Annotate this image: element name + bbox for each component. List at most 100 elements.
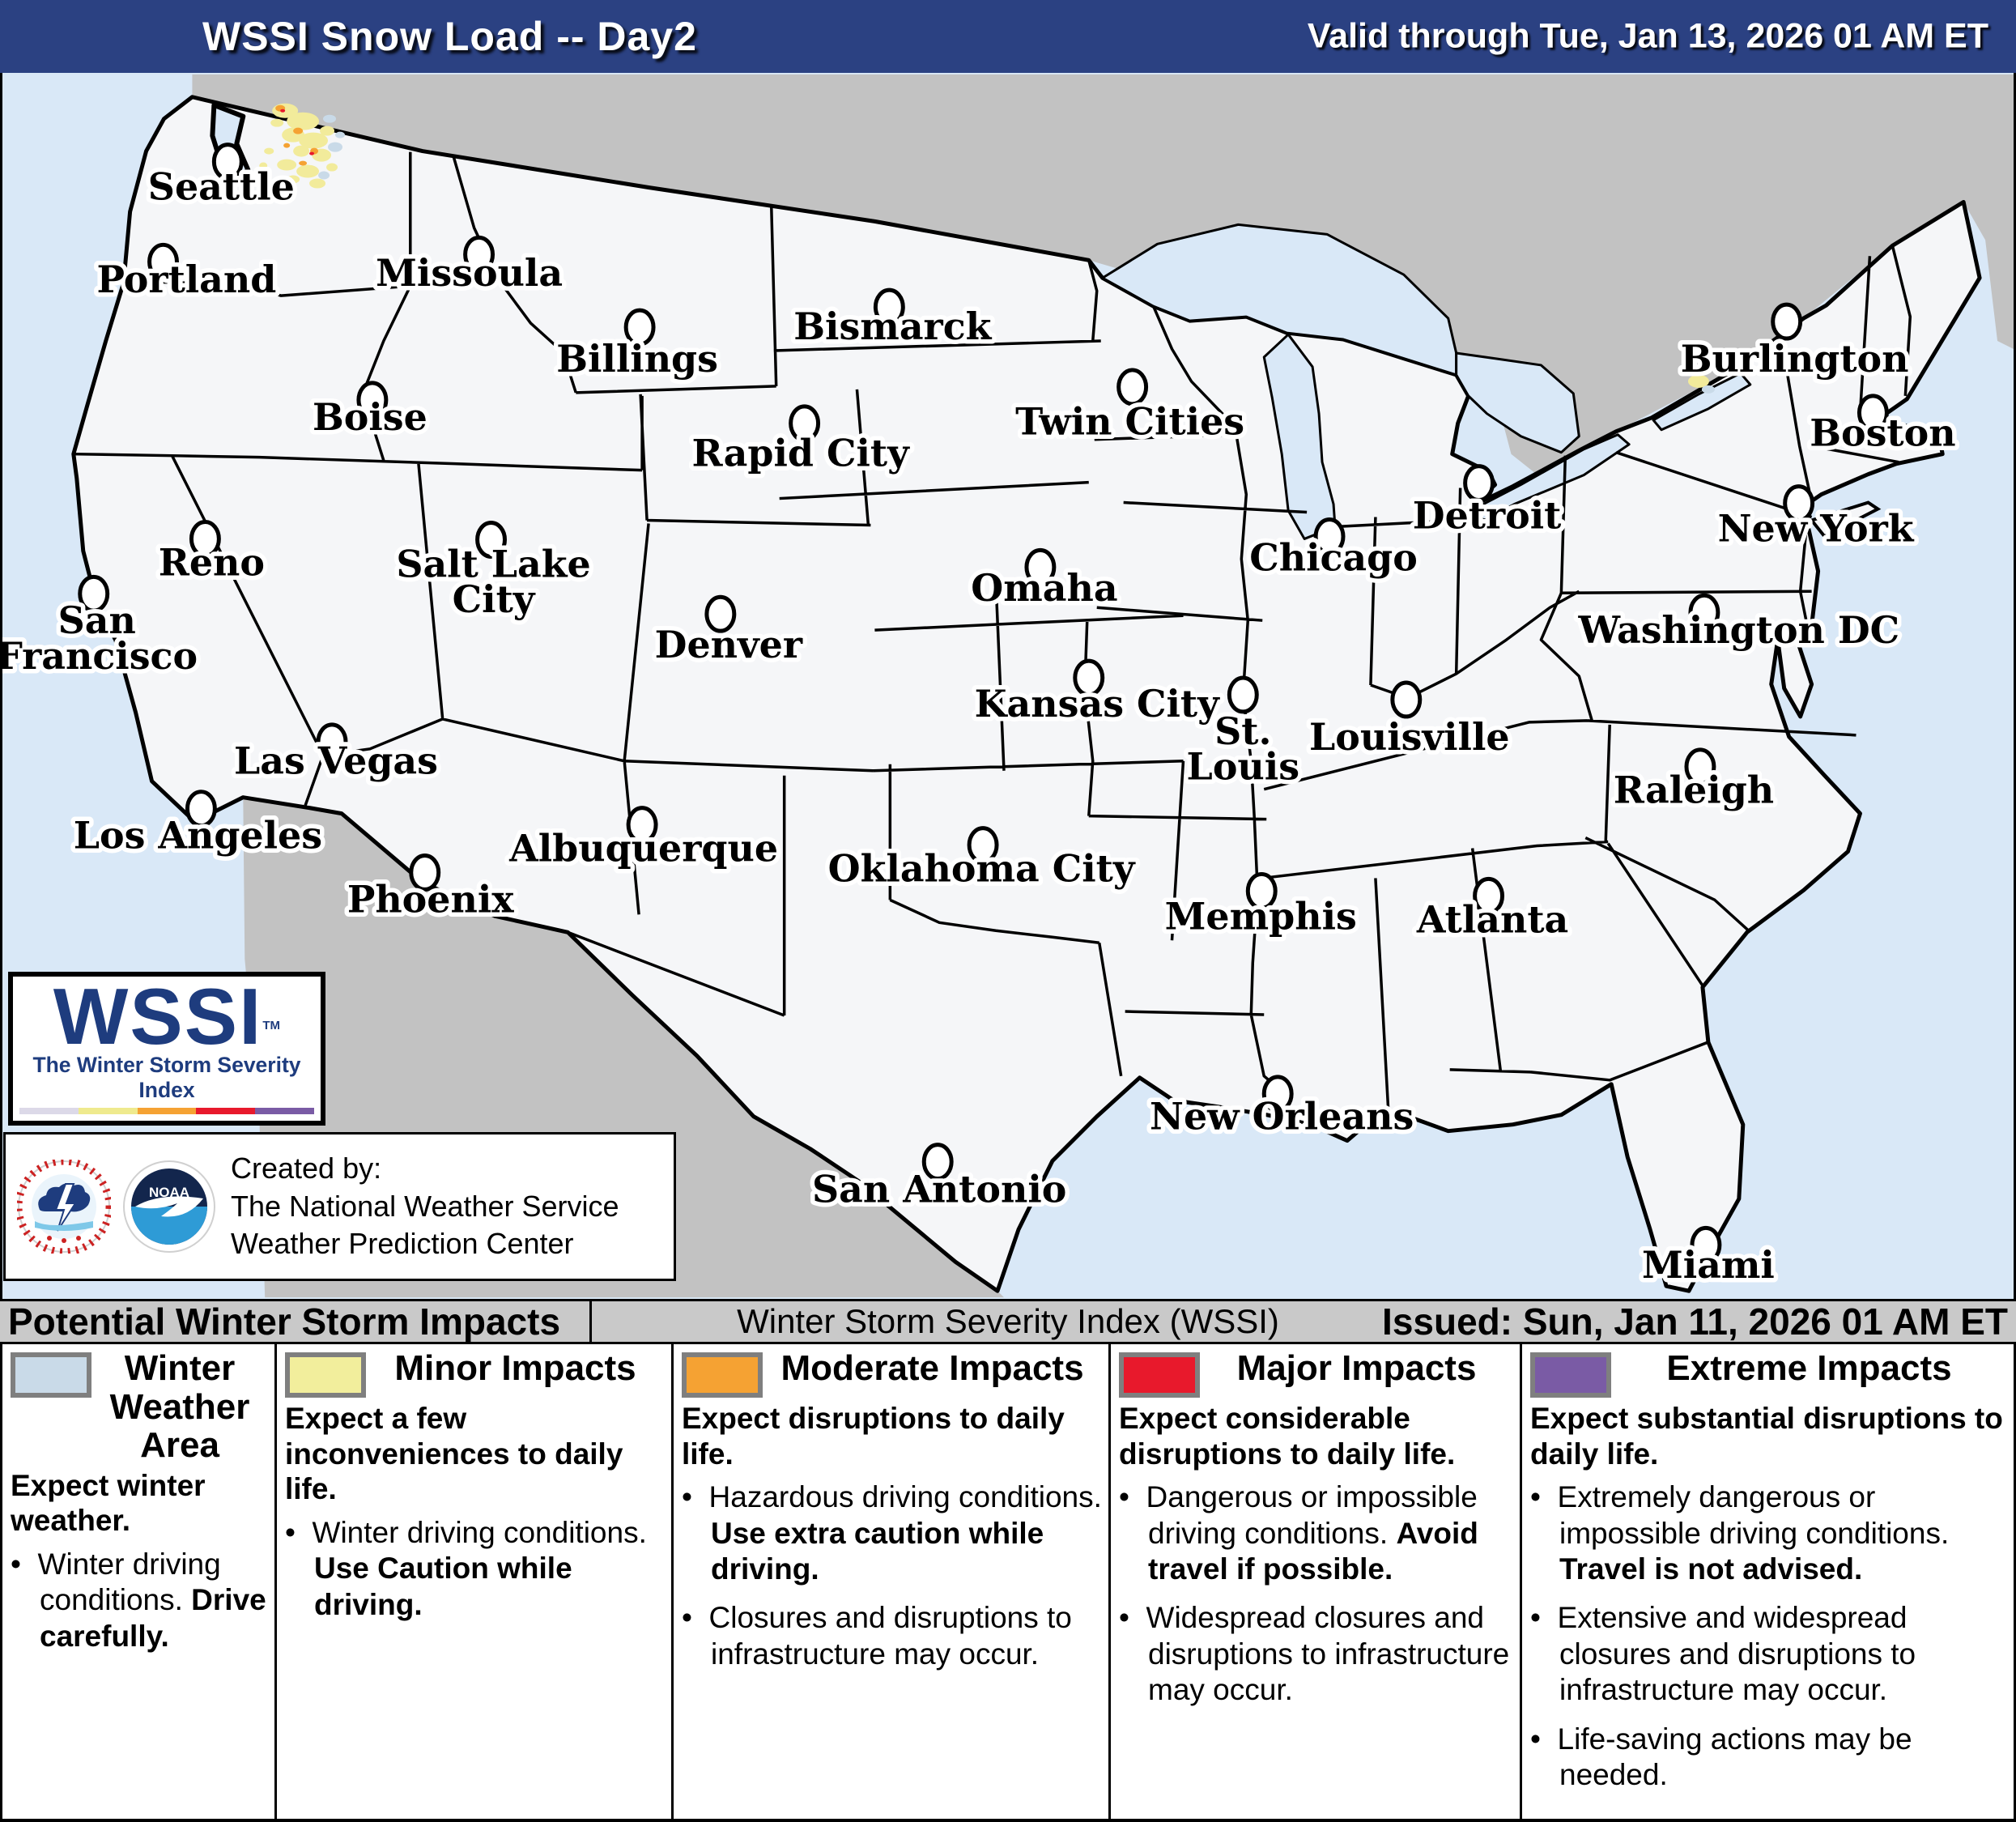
legend-lead: Expect a few inconveniences to daily lif… — [285, 1402, 623, 1506]
credit-line2: The National Weather Service — [231, 1189, 619, 1223]
city-dot-billings — [623, 308, 656, 347]
city-dot-rapid-city — [789, 404, 821, 443]
severity-color-4 — [255, 1108, 314, 1114]
impact-patch-moderate — [299, 160, 308, 166]
city-dot-seattle — [211, 143, 244, 181]
wssi-wordmark: WSSITM — [53, 972, 281, 1061]
city-label-kansas-city: Kansas City — [975, 682, 1220, 726]
city-label-salt-lake-city: Salt Lake City — [396, 542, 590, 621]
city-label-denver: Denver — [655, 623, 803, 666]
legend-title: Winter Weather Area — [109, 1348, 250, 1466]
lake-erie — [1473, 433, 1631, 521]
city-label-phoenix: Phoenix — [347, 877, 514, 921]
svg-text:NOAA: NOAA — [149, 1185, 189, 1200]
lake-ontario — [1652, 372, 1752, 432]
city-markers: Seattle Portland Missoula Billings Bismarck B… — [2, 143, 1960, 1292]
impact-patch-minor — [296, 164, 320, 178]
severity-color-0 — [19, 1108, 79, 1114]
city-dot-albuquerque — [626, 806, 658, 845]
impact-patch-minor — [259, 162, 268, 169]
legend-bullet: • Widespread closures and disruptions to… — [1119, 1601, 1510, 1707]
title-bar: WSSI Snow Load -- Day2 Valid through Tue… — [0, 0, 2016, 73]
impact-patch-major — [309, 151, 315, 155]
severity-color-1 — [78, 1108, 138, 1114]
legend-swatch — [1530, 1352, 1611, 1398]
credit-line3: Weather Prediction Center — [231, 1227, 574, 1261]
city-dot-boston — [1857, 394, 1889, 432]
impact-patch-winter_weather — [318, 171, 330, 180]
credit-text: Created by: The National Weather Service… — [231, 1150, 619, 1263]
legend-lead: Expect substantial disruptions to daily … — [1530, 1402, 2003, 1471]
legend-column-major-impacts: Major Impacts Expect considerable disrupt… — [1111, 1344, 1522, 1819]
nws-logo-icon — [15, 1157, 113, 1256]
legend-lead: Expect winter weather. — [11, 1468, 206, 1538]
impact-patch-minor — [299, 132, 329, 149]
impact-patch-minor — [287, 175, 300, 184]
city-label-twin-cities: Twin Cities — [1015, 400, 1244, 444]
city-label-las-vegas: Las Vegas — [234, 739, 438, 783]
impact-patch-minor — [264, 147, 274, 155]
credit-line1: Created by: — [231, 1151, 382, 1185]
noaa-logo-icon: NOAA — [122, 1160, 216, 1254]
credit-box: NOAA Created by: The National Weather Se… — [3, 1132, 676, 1281]
impact-patch-moderate — [293, 127, 304, 134]
city-dot-boise — [356, 381, 389, 419]
lake-huron — [1455, 351, 1580, 454]
legend-title: Moderate Impacts — [780, 1348, 1084, 1388]
city-dot-phoenix — [409, 854, 441, 892]
impact-patch-minor — [1687, 374, 1709, 388]
impacts-header-bar: Potential Winter Storm Impacts Winter St… — [0, 1299, 2016, 1344]
severity-color-3 — [196, 1108, 256, 1114]
city-dot-burlington — [1771, 302, 1803, 341]
impact-patches — [259, 103, 1715, 394]
city-label-washington-dc: Washington DC — [1577, 608, 1899, 652]
impacts-bar-subtitle: Winter Storm Severity Index (WSSI) — [737, 1302, 1279, 1340]
city-label-atlanta: Atlanta — [1416, 897, 1568, 941]
wssi-tagline: The Winter Storm Severity Index — [32, 1053, 301, 1102]
issued-text: Issued: Sun, Jan 11, 2026 01 AM ET — [1382, 1301, 2008, 1343]
city-label-burlington: Burlington — [1681, 337, 1909, 381]
impact-patch-winter_weather — [323, 114, 337, 123]
impacts-bar-divider — [589, 1301, 592, 1342]
city-dot-omaha — [1024, 547, 1057, 586]
wssi-severity-colorbar — [19, 1108, 314, 1114]
us-map: Seattle Portland Missoula Billings Bismarck B… — [0, 73, 2016, 1299]
city-dot-los-angeles — [185, 790, 217, 828]
city-dot-san-antonio — [921, 1143, 954, 1181]
impact-patch-major — [280, 109, 286, 113]
city-label-detroit: Detroit — [1413, 493, 1562, 537]
impact-patch-minor — [326, 163, 338, 172]
city-label-louisville: Louisville — [1309, 715, 1510, 759]
city-dot-kansas-city — [1073, 658, 1105, 697]
city-label-san-antonio: San Antonio — [812, 1167, 1066, 1211]
legend-bullet: • Winter driving conditions. Drive caref… — [11, 1547, 266, 1653]
legend-column-minor-impacts: Minor Impacts Expect a few inconveniences… — [277, 1344, 674, 1819]
city-dot-washington-dc — [1688, 593, 1720, 632]
legend-title: Major Impacts — [1236, 1348, 1477, 1388]
city-dot-bismarck — [873, 287, 905, 326]
city-label-los-angeles: Los Angeles — [74, 814, 322, 858]
legend-swatch — [682, 1352, 763, 1398]
legend-title: Extreme Impacts — [1666, 1348, 1952, 1388]
city-label-new-york: New York — [1718, 506, 1915, 550]
city-label-boston: Boston — [1810, 411, 1955, 455]
city-dot-denver — [704, 594, 737, 633]
impact-patch-winter_weather — [1701, 385, 1715, 394]
page-title: WSSI Snow Load -- Day2 — [202, 14, 697, 59]
great-lakes — [1101, 223, 1752, 540]
city-dot-atlanta — [1473, 876, 1505, 915]
impact-patch-minor — [287, 112, 320, 130]
us-map-svg: Seattle Portland Missoula Billings Bismarck B… — [2, 74, 2014, 1298]
city-label-raleigh: Raleigh — [1614, 768, 1774, 812]
city-label-billings: Billings — [556, 337, 718, 381]
impact-patch-moderate — [283, 143, 291, 148]
legend-lead: Expect disruptions to daily life. — [682, 1402, 1065, 1471]
legend-bullet: • Winter driving conditions. Use Caution… — [285, 1515, 647, 1621]
city-label-miami: Miami — [1642, 1243, 1775, 1287]
city-dot-las-vegas — [316, 722, 348, 761]
city-dot-new-orleans — [1261, 1075, 1294, 1113]
long-island — [1809, 500, 1882, 539]
city-dot-memphis — [1245, 871, 1278, 910]
city-dot-raleigh — [1684, 747, 1716, 786]
